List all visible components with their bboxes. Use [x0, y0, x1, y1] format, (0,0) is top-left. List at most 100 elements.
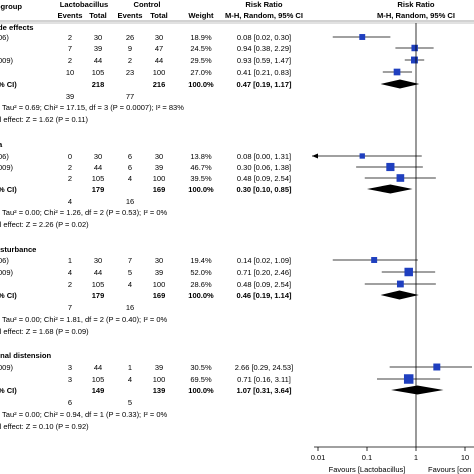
total-events-lactobacillus: 6 [68, 398, 72, 407]
total-events-control: 16 [126, 303, 134, 312]
subtotal-weight: 100.0% [188, 185, 214, 194]
x-tick-label: 10 [461, 453, 469, 462]
study-total-control: 100 [153, 68, 166, 77]
header-rr-subtitle: M-H, Random, 95% CI [225, 11, 303, 20]
total-events-lactobacillus: 7 [68, 303, 72, 312]
study-events-lactobacillus: 7 [68, 44, 72, 53]
study-events-control: 5 [128, 268, 132, 277]
study-risk-ratio: 0.08 [0.00, 1.31] [237, 152, 291, 161]
subgroup-title: a [0, 140, 3, 149]
study-weight: 46.7% [190, 163, 212, 172]
study-events-lactobacillus: 4 [68, 268, 72, 277]
study-events-lactobacillus: 2 [68, 280, 72, 289]
study-total-control: 39 [155, 163, 163, 172]
study-weight: 28.6% [190, 280, 212, 289]
x-tick-label: 1 [414, 453, 418, 462]
study-events-control: 2 [128, 56, 132, 65]
study-total-lactobacillus: 30 [94, 33, 102, 42]
study-total-control: 100 [153, 174, 166, 183]
study-label: 06) [0, 33, 9, 42]
effect-marker [404, 267, 413, 277]
study-events-lactobacillus: 2 [68, 174, 72, 183]
subtotal-total-control: 139 [153, 386, 166, 395]
study-events-lactobacillus: 10 [66, 68, 74, 77]
study-total-control: 30 [155, 256, 163, 265]
study-risk-ratio: 2.66 [0.29, 24.53] [235, 363, 293, 372]
effect-marker [359, 153, 365, 159]
study-risk-ratio: 0.71 [0.16, 3.11] [237, 375, 291, 384]
study-weight: 29.5% [190, 56, 212, 65]
ci-arrow [312, 153, 318, 159]
effect-marker [411, 44, 418, 52]
study-risk-ratio: 0.94 [0.38, 2.29] [237, 44, 291, 53]
study-events-lactobacillus: 1 [68, 256, 72, 265]
study-label: 009) [0, 163, 14, 172]
study-events-control: 1 [128, 363, 132, 372]
study-risk-ratio: 0.41 [0.21, 0.83] [237, 68, 291, 77]
study-events-control: 9 [128, 44, 132, 53]
study-events-control: 7 [128, 256, 132, 265]
study-total-lactobacillus: 105 [92, 280, 105, 289]
subtotal-label: % CI) [0, 386, 17, 395]
effect-marker [359, 34, 366, 40]
effect-marker [396, 280, 404, 288]
subtotal-weight: 100.0% [188, 386, 214, 395]
study-events-control: 26 [126, 33, 134, 42]
heterogeneity-text: : Tau² = 0.00; Chi² = 0.94, df = 1 (P = … [0, 410, 168, 419]
header-events-2: Events [118, 11, 143, 20]
overall-effect-text: ll effect: Z = 1.68 (P = 0.09) [0, 327, 89, 336]
study-weight: 13.8% [190, 152, 212, 161]
study-total-lactobacillus: 105 [92, 174, 105, 183]
heterogeneity-text: : Tau² = 0.00; Chi² = 1.81, df = 2 (P = … [0, 315, 168, 324]
study-risk-ratio: 0.48 [0.09, 2.54] [237, 280, 291, 289]
study-events-lactobacillus: 2 [68, 56, 72, 65]
header-group1: Lactobacillus [60, 0, 109, 9]
study-total-control: 44 [155, 56, 163, 65]
header-weight: Weight [188, 11, 214, 20]
study-weight: 52.0% [190, 268, 212, 277]
header-events-1: Events [58, 11, 83, 20]
study-total-control: 39 [155, 268, 163, 277]
study-label: 009) [0, 56, 14, 65]
study-events-control: 4 [128, 174, 132, 183]
effect-marker [371, 257, 378, 263]
subtotal-label: % CI) [0, 291, 17, 300]
study-weight: 27.0% [190, 68, 212, 77]
subtotal-total-control: 169 [153, 185, 166, 194]
subtotal-risk-ratio: 1.07 [0.31, 3.64] [236, 386, 292, 395]
header-group2: Control [134, 0, 161, 9]
effect-marker [393, 68, 401, 76]
study-events-lactobacillus: 2 [68, 163, 72, 172]
study-total-control: 100 [153, 375, 166, 384]
subtotal-total-control: 169 [153, 291, 166, 300]
study-label: 009) [0, 268, 14, 277]
study-total-lactobacillus: 30 [94, 256, 102, 265]
study-total-control: 47 [155, 44, 163, 53]
subtotal-total-lactobacillus: 218 [92, 80, 105, 89]
subtotal-risk-ratio: 0.30 [0.10, 0.85] [236, 185, 292, 194]
header-plot-title: Risk Ratio [397, 0, 434, 9]
effect-marker [433, 363, 441, 371]
pooled-diamond [367, 184, 413, 194]
subgroup-title: inal distension [0, 351, 52, 360]
header-plot-subtitle: M-H, Random, 95% CI [377, 11, 455, 20]
effect-marker [411, 56, 418, 64]
study-risk-ratio: 0.48 [0.09, 2.54] [237, 174, 291, 183]
study-events-control: 6 [128, 163, 132, 172]
pooled-diamond [380, 290, 419, 300]
study-total-lactobacillus: 44 [94, 268, 102, 277]
favours-right-label: Favours [con [428, 465, 471, 474]
study-weight: 24.5% [190, 44, 212, 53]
study-events-control: 6 [128, 152, 132, 161]
study-events-control: 4 [128, 280, 132, 289]
study-events-control: 23 [126, 68, 134, 77]
study-total-lactobacillus: 105 [92, 68, 105, 77]
study-risk-ratio: 0.14 [0.02, 1.09] [237, 256, 291, 265]
subtotal-total-lactobacillus: 179 [92, 291, 105, 300]
subtotal-total-control: 216 [153, 80, 166, 89]
subtotal-label: % CI) [0, 185, 17, 194]
study-weight: 19.4% [190, 256, 212, 265]
study-label: 06) [0, 256, 9, 265]
study-events-lactobacillus: 0 [68, 152, 72, 161]
study-total-lactobacillus: 44 [94, 163, 102, 172]
